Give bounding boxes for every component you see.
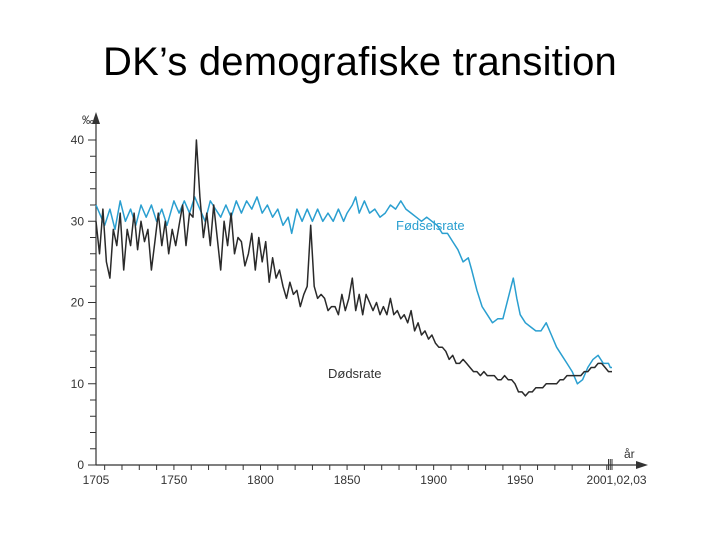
series-label-birth-rate: Fødselsrate bbox=[396, 218, 465, 233]
y-axis-arrow bbox=[92, 112, 100, 124]
x-tick-label: 2001,02,03 bbox=[587, 473, 647, 487]
series-label-death-rate: Dødsrate bbox=[328, 366, 381, 381]
y-tick-label: 0 bbox=[77, 458, 84, 472]
y-axis-unit-label: ‰ bbox=[82, 113, 94, 127]
death-rate-line bbox=[95, 139, 612, 397]
y-tick-label: 40 bbox=[71, 133, 85, 147]
x-tick-label: 1900 bbox=[420, 473, 447, 487]
chart-series-group bbox=[95, 139, 612, 397]
x-axis-arrow bbox=[636, 461, 648, 469]
y-tick-label: 10 bbox=[71, 377, 85, 391]
y-tick-label: 20 bbox=[71, 296, 85, 310]
slide-title: DK’s demografiske transition bbox=[103, 40, 617, 84]
y-tick-label: 30 bbox=[71, 214, 85, 228]
x-tick-label: 1705 bbox=[83, 473, 110, 487]
x-axis-label: år bbox=[624, 447, 635, 461]
x-tick-label: 1950 bbox=[507, 473, 534, 487]
x-tick-label: 1850 bbox=[334, 473, 361, 487]
chart-axes: 0 10 20 30 40 1705 1750 1800 1850 1900 1950 2001,02… bbox=[71, 112, 648, 487]
x-tick-label: 1750 bbox=[161, 473, 188, 487]
x-tick-label: 1800 bbox=[247, 473, 274, 487]
